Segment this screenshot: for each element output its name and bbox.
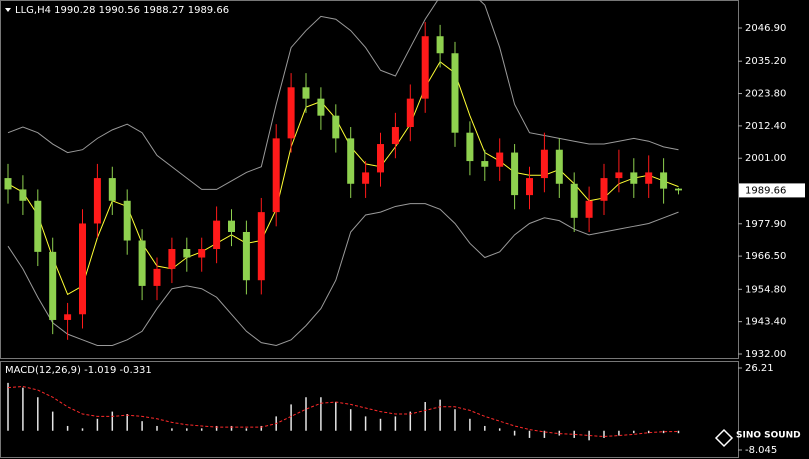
candle-body <box>481 161 489 167</box>
y-tick-label: 2012.40 <box>745 121 786 132</box>
watermark: SINO SOUND <box>736 431 801 441</box>
candle-body <box>511 152 519 196</box>
candle-body <box>79 223 86 315</box>
candle-body <box>198 249 206 258</box>
candle-body <box>362 172 370 184</box>
candle-body <box>168 249 176 269</box>
y-tick-label: 2001.00 <box>745 153 786 164</box>
signal-line <box>7 385 679 437</box>
candle-body <box>287 87 295 139</box>
y-tick-label: 1943.40 <box>745 317 786 328</box>
candle-body <box>526 178 533 196</box>
price-box <box>739 183 805 198</box>
candle-body <box>660 172 668 189</box>
candle-body <box>496 152 504 167</box>
candle-body <box>19 189 27 201</box>
logo-icon <box>714 428 734 448</box>
candle-body <box>347 138 355 184</box>
macd-panel <box>0 361 739 458</box>
candle-body <box>645 172 653 184</box>
last-price: 1989.66 <box>745 185 786 196</box>
candle-body <box>585 200 593 218</box>
title-triangle <box>5 8 11 12</box>
candle-body <box>302 87 310 99</box>
candle-body <box>34 200 42 252</box>
candle-body <box>213 220 221 250</box>
indicator-line <box>7 203 679 346</box>
y-tick-label: 26.21 <box>745 363 774 374</box>
y-tick-label: 1977.90 <box>745 219 786 230</box>
candle-body <box>466 132 474 162</box>
y-tick-label: 1954.80 <box>745 284 786 295</box>
candle-body <box>615 172 623 179</box>
candle-body <box>257 212 265 281</box>
candle-body <box>332 115 340 139</box>
y-tick-label: -8.045 <box>745 445 777 456</box>
macd-title: MACD(12,26,9) -1.019 -0.331 <box>5 365 152 376</box>
candle-body <box>228 220 235 232</box>
candle-body <box>377 144 384 173</box>
candle-body <box>630 172 638 184</box>
candle-body <box>317 98 325 116</box>
candle-body <box>108 178 116 201</box>
candle-body <box>138 240 146 286</box>
y-tick-label: 2046.90 <box>745 23 786 34</box>
chart-title: LLG,H4 1990.28 1990.56 1988.27 1989.66 <box>15 5 229 16</box>
candle-body <box>93 178 101 224</box>
candle-body <box>242 231 250 281</box>
y-tick-label: 2023.80 <box>745 89 786 100</box>
indicator-line <box>7 61 679 296</box>
candle-body <box>153 268 161 286</box>
main-panel <box>0 0 739 359</box>
candle-body <box>123 200 131 241</box>
candle-body <box>64 314 72 320</box>
candle-body <box>570 183 578 218</box>
candle-body <box>421 36 429 99</box>
candle-body <box>49 251 57 320</box>
candle-body <box>540 149 548 179</box>
candle-body <box>391 127 399 145</box>
indicator-line <box>7 0 679 190</box>
candle-body <box>555 149 563 184</box>
y-tick-label: 1966.50 <box>745 251 786 262</box>
y-tick-label: 2035.20 <box>745 56 786 67</box>
y-tick-label: 1932.00 <box>745 349 786 360</box>
candle-body <box>272 138 280 213</box>
watermark-logo: SINO SOUND <box>714 428 801 448</box>
candle-body <box>183 249 191 258</box>
candle-body <box>600 178 608 201</box>
candle-body <box>406 98 414 128</box>
candle-body <box>451 53 459 133</box>
candle-body <box>4 178 12 190</box>
candle-body <box>675 188 682 191</box>
candle-body <box>436 36 444 54</box>
